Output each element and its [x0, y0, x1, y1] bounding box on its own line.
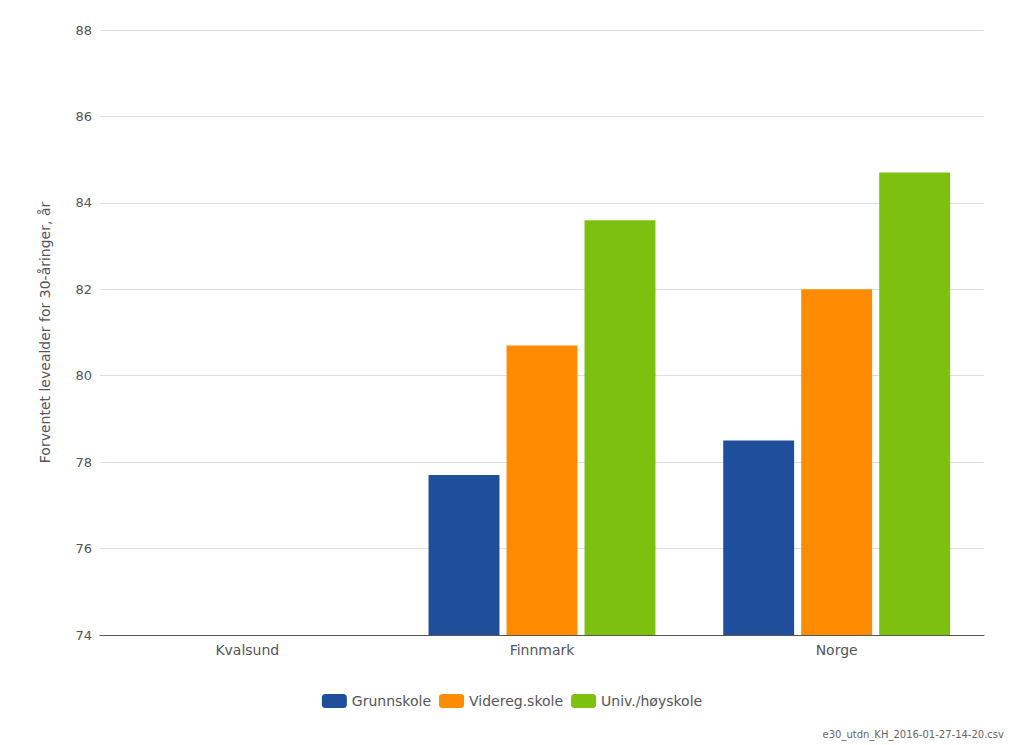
svg-text:Finnmark: Finnmark [510, 642, 576, 658]
svg-text:84: 84 [75, 195, 92, 210]
svg-text:86: 86 [75, 109, 92, 124]
svg-text:Grunnskole: Grunnskole [352, 693, 431, 709]
svg-text:e30_utdn_KH_2016-01-27-14-20.c: e30_utdn_KH_2016-01-27-14-20.csv [823, 729, 1005, 741]
svg-text:88: 88 [75, 23, 92, 38]
svg-text:74: 74 [75, 628, 92, 643]
svg-text:82: 82 [75, 282, 92, 297]
svg-text:Univ./høyskole: Univ./høyskole [601, 693, 702, 709]
svg-text:76: 76 [75, 541, 92, 556]
svg-text:Norge: Norge [816, 642, 858, 658]
svg-text:78: 78 [75, 455, 92, 470]
svg-text:Videreg.skole: Videreg.skole [469, 693, 563, 709]
svg-text:Kvalsund: Kvalsund [215, 642, 279, 658]
svg-text:80: 80 [75, 368, 92, 383]
svg-text:Forventet levealder for 30-åri: Forventet levealder for 30-åringer, år [37, 202, 53, 464]
